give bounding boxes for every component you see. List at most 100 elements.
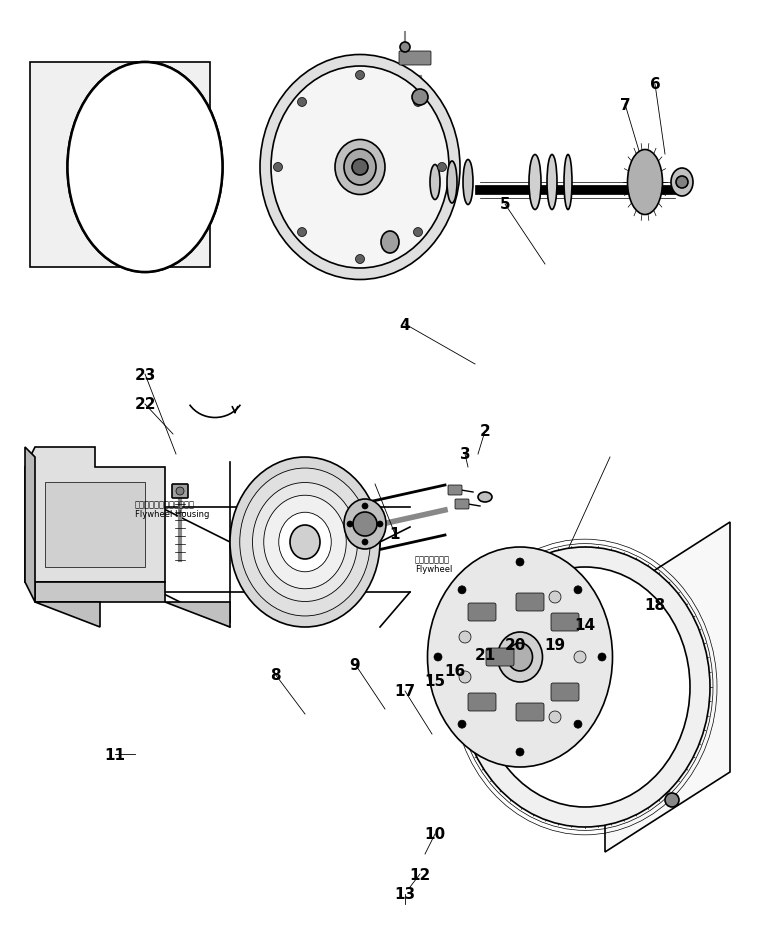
Ellipse shape [463, 160, 473, 206]
Circle shape [481, 619, 489, 626]
Circle shape [377, 522, 383, 527]
Polygon shape [165, 603, 230, 627]
Circle shape [176, 487, 184, 495]
Text: 14: 14 [575, 617, 596, 632]
Polygon shape [35, 603, 100, 627]
Ellipse shape [68, 63, 223, 272]
Circle shape [438, 164, 446, 172]
Circle shape [638, 571, 647, 579]
Ellipse shape [279, 513, 331, 572]
Circle shape [362, 540, 368, 545]
Circle shape [676, 177, 688, 188]
Text: 1: 1 [390, 527, 401, 542]
Circle shape [458, 721, 466, 728]
Circle shape [574, 651, 586, 664]
Polygon shape [35, 583, 165, 603]
Polygon shape [25, 447, 165, 583]
Circle shape [297, 98, 306, 108]
Circle shape [598, 653, 606, 662]
Circle shape [458, 586, 466, 594]
Ellipse shape [344, 500, 386, 549]
Text: 12: 12 [410, 866, 431, 882]
Ellipse shape [529, 155, 541, 210]
Ellipse shape [344, 149, 376, 186]
Circle shape [524, 571, 531, 579]
Ellipse shape [68, 63, 223, 272]
Text: 8: 8 [270, 666, 280, 682]
Circle shape [459, 631, 471, 644]
Circle shape [352, 160, 368, 176]
Text: 15: 15 [424, 674, 445, 689]
Circle shape [413, 228, 423, 237]
Circle shape [574, 586, 582, 594]
FancyBboxPatch shape [468, 604, 496, 622]
Polygon shape [25, 447, 35, 603]
Polygon shape [605, 523, 730, 852]
Ellipse shape [628, 150, 663, 215]
Circle shape [466, 684, 474, 691]
Ellipse shape [447, 162, 457, 204]
Text: 2: 2 [480, 424, 490, 439]
Text: フライホイール
Flywheel: フライホイール Flywheel [415, 554, 452, 574]
Circle shape [516, 748, 524, 756]
Text: 16: 16 [445, 664, 466, 679]
Ellipse shape [480, 567, 690, 807]
Ellipse shape [271, 67, 449, 268]
Circle shape [356, 71, 365, 80]
Polygon shape [45, 483, 145, 567]
Ellipse shape [239, 468, 370, 616]
Ellipse shape [230, 458, 380, 627]
Ellipse shape [427, 547, 613, 767]
Circle shape [347, 522, 353, 527]
Circle shape [481, 748, 489, 756]
Circle shape [696, 684, 704, 691]
Circle shape [681, 619, 689, 626]
Ellipse shape [335, 140, 385, 195]
Ellipse shape [671, 169, 693, 197]
Ellipse shape [252, 483, 357, 602]
Circle shape [581, 813, 589, 822]
Text: 6: 6 [650, 77, 660, 92]
FancyBboxPatch shape [551, 684, 579, 702]
Polygon shape [30, 63, 210, 268]
Circle shape [549, 591, 561, 604]
Ellipse shape [478, 492, 492, 503]
Circle shape [638, 796, 647, 803]
Ellipse shape [547, 155, 557, 210]
Ellipse shape [564, 155, 572, 210]
Circle shape [524, 796, 531, 803]
Ellipse shape [260, 55, 460, 280]
FancyBboxPatch shape [399, 52, 431, 66]
Circle shape [412, 89, 428, 106]
FancyBboxPatch shape [172, 485, 188, 499]
Circle shape [516, 559, 524, 566]
Circle shape [400, 43, 410, 53]
Text: 3: 3 [460, 447, 470, 462]
Text: 18: 18 [644, 597, 666, 612]
Text: 9: 9 [350, 657, 360, 672]
Text: 22: 22 [135, 397, 156, 412]
Text: 13: 13 [394, 886, 416, 902]
Circle shape [297, 228, 306, 237]
Circle shape [459, 671, 471, 684]
Ellipse shape [264, 496, 347, 589]
Text: 21: 21 [474, 646, 496, 662]
Circle shape [574, 721, 582, 728]
Circle shape [434, 653, 442, 662]
Text: 23: 23 [135, 367, 156, 382]
Circle shape [353, 512, 377, 536]
Text: 17: 17 [394, 684, 416, 699]
FancyBboxPatch shape [448, 486, 462, 495]
Text: 19: 19 [544, 637, 565, 652]
Ellipse shape [381, 231, 399, 254]
Text: 10: 10 [424, 826, 445, 842]
Circle shape [362, 504, 368, 509]
Ellipse shape [290, 526, 320, 560]
Ellipse shape [498, 632, 543, 683]
Text: フライホイールハウジング
Flywheel Housing: フライホイールハウジング Flywheel Housing [135, 500, 209, 519]
FancyBboxPatch shape [516, 593, 544, 611]
Ellipse shape [460, 547, 710, 827]
Circle shape [581, 553, 589, 562]
Circle shape [413, 98, 423, 108]
Text: 11: 11 [105, 746, 125, 762]
